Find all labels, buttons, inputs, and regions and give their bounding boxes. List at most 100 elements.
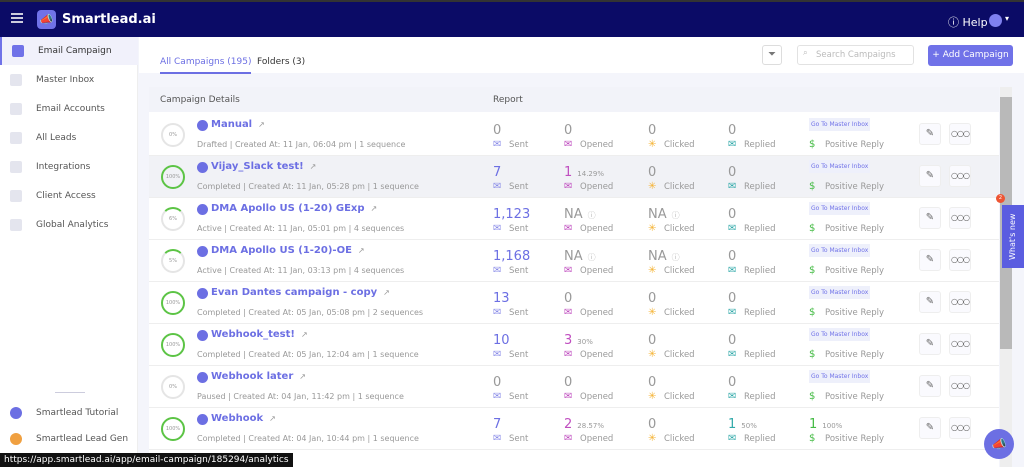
sidebar-item-label: Master Inbox bbox=[36, 75, 95, 85]
table-row[interactable]: 0% Manual ↗ Drafted | Created At: 11 Jan, 0… bbox=[149, 114, 999, 156]
add-campaign-button[interactable]: + Add Campaign bbox=[928, 45, 1013, 66]
more-options-icon[interactable]: ○○○ bbox=[949, 417, 971, 439]
replied-icon: ✉ bbox=[728, 223, 737, 234]
logo-icon: 📣 bbox=[37, 10, 56, 29]
sidebar-item-client-access[interactable]: Client Access bbox=[0, 182, 138, 210]
stat-label-text: Replied bbox=[744, 350, 776, 360]
tab-folders[interactable]: Folders (3) bbox=[257, 57, 306, 67]
table-row[interactable]: 5% DMA Apollo US (1-20)-OE ↗ Active | Creat… bbox=[149, 240, 999, 282]
edit-icon[interactable]: ✎ bbox=[919, 417, 941, 439]
menu-icon[interactable] bbox=[11, 13, 23, 23]
sidebar-item-integrations[interactable]: Integrations bbox=[0, 153, 138, 181]
stat-label-text: Positive Reply bbox=[825, 224, 885, 234]
info-icon[interactable]: ⓘ bbox=[671, 211, 680, 220]
external-link-icon[interactable]: ↗ bbox=[309, 162, 317, 171]
info-icon[interactable]: ⓘ bbox=[671, 253, 680, 262]
stat-value: 0 bbox=[728, 375, 737, 390]
sidebar-bottom-item[interactable]: Smartlead Tutorial bbox=[0, 399, 138, 427]
external-link-icon[interactable]: ↗ bbox=[299, 372, 306, 381]
sidebar-item-global-analytics[interactable]: Global Analytics bbox=[0, 211, 138, 239]
more-options-icon[interactable]: ○○○ bbox=[949, 333, 971, 355]
avatar[interactable] bbox=[989, 14, 1002, 27]
more-options-icon[interactable]: ○○○ bbox=[949, 249, 971, 271]
clicked-icon: ✳ bbox=[648, 307, 657, 318]
campaign-name-link[interactable]: DMA Apollo US (1-20) GExp ↗ bbox=[211, 203, 377, 214]
go-to-master-inbox-button[interactable]: Go To Master Inbox bbox=[809, 202, 871, 215]
external-link-icon[interactable]: ↗ bbox=[258, 120, 265, 129]
stat-label-text: Opened bbox=[580, 182, 614, 192]
table-row[interactable]: 100% Vijay_Slack test! ↗ Completed | Create… bbox=[149, 156, 999, 198]
clicked-icon: ✳ bbox=[648, 433, 657, 444]
go-to-master-inbox-button[interactable]: Go To Master Inbox bbox=[809, 286, 871, 299]
progress-ring: 0% bbox=[161, 123, 185, 147]
more-options-icon[interactable]: ○○○ bbox=[949, 123, 971, 145]
edit-icon[interactable]: ✎ bbox=[919, 333, 941, 355]
more-options-icon[interactable]: ○○○ bbox=[949, 165, 971, 187]
stat-sent: 13 ✉ Sent bbox=[493, 287, 528, 318]
stat-label-text: Replied bbox=[744, 224, 776, 234]
table-row[interactable]: 100% Webhook ↗ Completed | Created At: 04 J… bbox=[149, 408, 999, 450]
external-link-icon[interactable]: ↗ bbox=[300, 330, 308, 339]
campaign-name-link[interactable]: DMA Apollo US (1-20)-OE ↗ bbox=[211, 245, 365, 256]
replied-icon: ✉ bbox=[728, 181, 737, 192]
external-link-icon[interactable]: ↗ bbox=[370, 204, 378, 213]
go-to-master-inbox-button[interactable]: Go To Master Inbox bbox=[809, 370, 871, 383]
go-to-master-inbox-button[interactable]: Go To Master Inbox bbox=[809, 118, 871, 131]
stat-sent: 1,168 ✉ Sent bbox=[493, 245, 530, 276]
edit-icon[interactable]: ✎ bbox=[919, 291, 941, 313]
campaign-name-link[interactable]: Webhook ↗ bbox=[211, 413, 276, 424]
campaign-name-link[interactable]: Vijay_Slack test! ↗ bbox=[211, 161, 316, 172]
stat-value: 0 bbox=[648, 291, 657, 306]
announcement-fab-icon[interactable]: 📣 bbox=[984, 429, 1014, 459]
whats-new-tab[interactable]: What's new bbox=[1002, 205, 1024, 268]
stat-label: ✳ Clicked bbox=[648, 349, 695, 360]
filter-icon[interactable]: ⏷ bbox=[762, 45, 782, 65]
sidebar-item-master-inbox[interactable]: Master Inbox bbox=[0, 66, 138, 94]
chevron-down-icon[interactable]: ▾ bbox=[1005, 14, 1010, 23]
info-icon[interactable]: ⓘ bbox=[587, 253, 596, 262]
edit-icon[interactable]: ✎ bbox=[919, 249, 941, 271]
external-link-icon[interactable]: ↗ bbox=[269, 414, 276, 423]
more-options-icon[interactable]: ○○○ bbox=[949, 375, 971, 397]
stat-clicked: NA ⓘ ✳ Clicked bbox=[648, 203, 695, 234]
sidebar-item-label: Email Campaign bbox=[38, 46, 112, 56]
edit-icon[interactable]: ✎ bbox=[919, 123, 941, 145]
edit-icon[interactable]: ✎ bbox=[919, 165, 941, 187]
more-options-icon[interactable]: ○○○ bbox=[949, 207, 971, 229]
external-link-icon[interactable]: ↗ bbox=[383, 288, 390, 297]
table-row[interactable]: 100% Webhook_test! ↗ Completed | Created At… bbox=[149, 324, 999, 366]
more-options-icon[interactable]: ○○○ bbox=[949, 291, 971, 313]
stat-label-text: Replied bbox=[744, 392, 776, 402]
stat-opened: 1 14.29% ✉ Opened bbox=[564, 161, 613, 192]
go-to-master-inbox-button[interactable]: Go To Master Inbox bbox=[809, 328, 871, 341]
sidebar-bottom-item[interactable]: Smartlead Lead Gen bbox=[0, 425, 138, 453]
campaign-name-link[interactable]: Webhook_test! ↗ bbox=[211, 329, 308, 340]
sidebar-item-all-leads[interactable]: All Leads bbox=[0, 124, 138, 152]
edit-icon[interactable]: ✎ bbox=[919, 375, 941, 397]
sidebar-item-email-accounts[interactable]: Email Accounts bbox=[0, 95, 138, 123]
table-row[interactable]: 6% DMA Apollo US (1-20) GExp ↗ Active | Cre… bbox=[149, 198, 999, 240]
info-icon[interactable]: ⓘ bbox=[587, 211, 596, 220]
campaign-meta: Completed | Created At: 11 Jan, 05:28 pm… bbox=[197, 182, 419, 191]
sidebar-item-label: Global Analytics bbox=[36, 220, 109, 230]
table-row[interactable]: 0% Webhook later ↗ Paused | Created At: 04 … bbox=[149, 366, 999, 408]
edit-icon[interactable]: ✎ bbox=[919, 207, 941, 229]
campaign-name-link[interactable]: Manual ↗ bbox=[211, 119, 265, 130]
table-row[interactable]: 100% Evan Dantes campaign - copy ↗ Complete… bbox=[149, 282, 999, 324]
search-input[interactable]: Search Campaigns bbox=[797, 45, 914, 65]
stat-clicked: 0 ✳ Clicked bbox=[648, 287, 695, 318]
stat-label: $ Positive Reply bbox=[809, 307, 884, 318]
campaign-name-link[interactable]: Webhook later ↗ bbox=[211, 371, 306, 382]
stat-replied: 0 ✉ Replied bbox=[728, 371, 776, 402]
external-link-icon[interactable]: ↗ bbox=[357, 246, 365, 255]
stat-label-text: Positive Reply bbox=[825, 392, 885, 402]
progress-ring: 0% bbox=[161, 375, 185, 399]
sidebar-item-email-campaign[interactable]: Email Campaign bbox=[0, 37, 138, 65]
stat-label: ✉ Replied bbox=[728, 181, 776, 192]
help-link[interactable]: ⓘ Help bbox=[948, 16, 988, 29]
go-to-master-inbox-button[interactable]: Go To Master Inbox bbox=[809, 160, 871, 173]
tab-all-campaigns[interactable]: All Campaigns (195) bbox=[160, 57, 252, 74]
stat-label: ✉ Replied bbox=[728, 265, 776, 276]
go-to-master-inbox-button[interactable]: Go To Master Inbox bbox=[809, 244, 871, 257]
campaign-name-link[interactable]: Evan Dantes campaign - copy ↗ bbox=[211, 287, 390, 298]
